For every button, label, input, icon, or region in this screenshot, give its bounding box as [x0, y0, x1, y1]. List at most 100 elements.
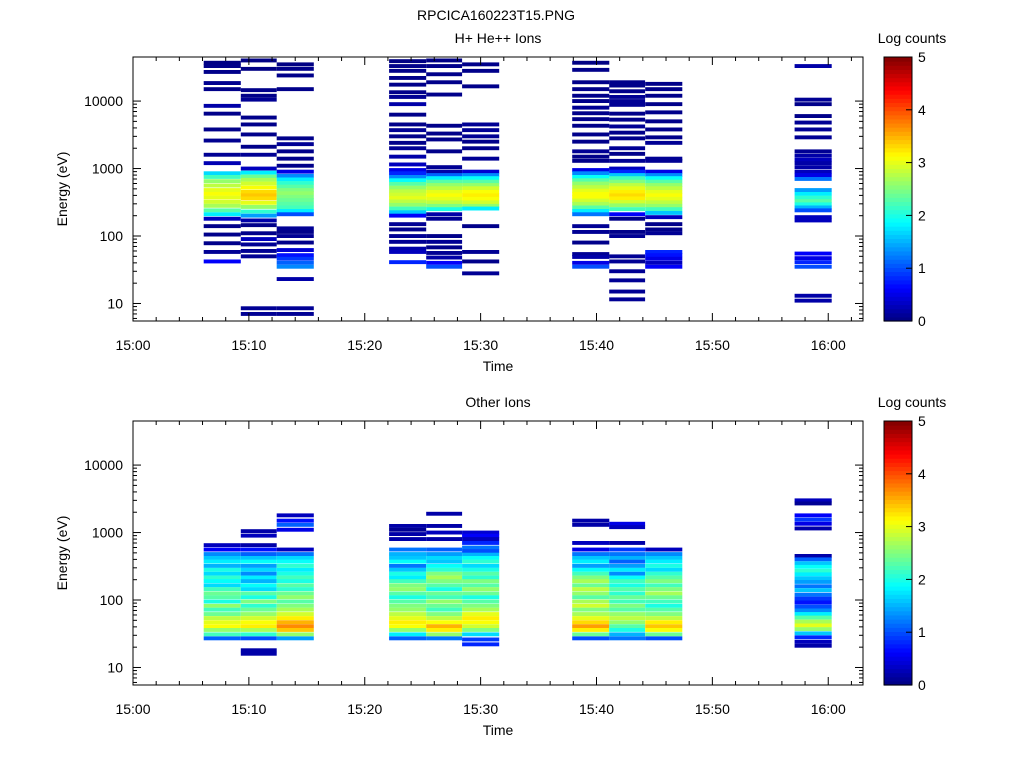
colorbar-segment [884, 94, 912, 99]
heatmap-cell [572, 117, 610, 122]
heatmap-cell [240, 575, 277, 580]
colorbar-segment [884, 561, 912, 566]
heatmap-cell [609, 591, 646, 596]
heatmap-cell [276, 556, 314, 560]
heatmap-cell [203, 200, 241, 204]
heatmap-cell [609, 83, 646, 88]
heatmap-cell [203, 212, 241, 217]
colorbar-segment [884, 234, 912, 240]
heatmap-cell [276, 73, 314, 78]
heatmap-cell [645, 256, 683, 261]
heatmap-cell [426, 123, 463, 128]
heatmap-cell [240, 587, 277, 592]
heatmap-cell [203, 603, 241, 608]
colorbar-segment [884, 275, 912, 281]
heatmap-cell [426, 131, 463, 136]
colorbar-segment [884, 259, 912, 264]
heatmap-cell [645, 135, 683, 140]
heatmap-cell [240, 591, 277, 596]
heatmap-cell [572, 139, 610, 144]
heatmap-cell [426, 552, 463, 556]
heatmap-cell [572, 591, 610, 596]
heatmap-cell [462, 173, 500, 177]
heatmap-cell [462, 271, 500, 276]
heatmap-cell [203, 179, 241, 184]
heatmap-cell [426, 196, 463, 201]
colorbar-segment [884, 544, 912, 550]
heatmap-cell [794, 218, 832, 223]
heatmap-cell [426, 234, 463, 238]
heatmap-cell [645, 179, 683, 184]
heatmap-cell [276, 264, 314, 269]
heatmap-cell [572, 556, 610, 560]
colorbar-segment [884, 631, 912, 637]
heatmap-cell [203, 183, 241, 188]
heatmap-cell [609, 146, 646, 151]
heatmap-cell [462, 84, 500, 89]
colorbar-segment [884, 106, 912, 112]
heatmap-cell [794, 149, 832, 154]
heatmap-cell [426, 72, 463, 77]
heatmap-cell [240, 579, 277, 584]
colorbar-segment [884, 668, 912, 674]
heatmap-cell [609, 169, 646, 174]
heatmap-cell [389, 68, 427, 73]
y-tick-label: 1000 [92, 525, 123, 541]
x-tick-label: 15:30 [463, 701, 498, 717]
y-tick-label: 10000 [84, 93, 123, 109]
heatmap-cell [276, 575, 314, 580]
heatmap-cell [462, 559, 500, 564]
heatmap-cell [572, 264, 610, 269]
heatmap-cell [462, 200, 500, 205]
colorbar-frame [883, 56, 913, 322]
heatmap-cell [389, 210, 427, 215]
heatmap-cell [389, 591, 427, 596]
heatmap-cell [572, 212, 610, 217]
heatmap-cell [426, 559, 463, 564]
heatmap-cell [794, 298, 832, 303]
colorbar-segment [884, 577, 912, 583]
heatmap-cell [276, 194, 314, 199]
heatmap-cell [462, 122, 500, 127]
colorbar-segment [884, 296, 912, 301]
heatmap-cell [609, 179, 646, 184]
colorbar-segment [884, 606, 912, 612]
heatmap-cell [203, 259, 241, 264]
colorbar-segment [884, 222, 912, 227]
heatmap-cell [645, 169, 683, 174]
heatmap-cell [609, 556, 646, 560]
heatmap-cell [572, 178, 610, 183]
colorbar-segment [884, 429, 912, 434]
colorbar-segment [884, 466, 912, 472]
heatmap-cell [645, 215, 683, 220]
heatmap-cell [645, 260, 683, 265]
colorbar-segment [884, 425, 912, 430]
heatmap-cell [389, 234, 427, 238]
colorbar-segment [884, 586, 912, 591]
heatmap-cell [462, 193, 500, 198]
heatmap-cell [276, 599, 314, 604]
heatmap-cell [572, 188, 610, 193]
heatmap-cell [426, 212, 463, 217]
heatmap-cell [203, 208, 241, 213]
colorbar-segment [884, 168, 912, 174]
colorbar-segment [884, 594, 912, 599]
heatmap-cell [240, 200, 277, 205]
colorbar-segment [884, 271, 912, 277]
heatmap-cell [426, 193, 463, 198]
colorbar-segment [884, 164, 912, 169]
heatmap-cell [240, 636, 277, 641]
heatmap-cell [426, 200, 463, 205]
x-tick-label: 15:20 [347, 701, 382, 717]
heatmap-cell [426, 207, 463, 212]
heatmap-cell [389, 189, 427, 194]
heatmap-cells [203, 58, 832, 316]
heatmap-cell [276, 169, 314, 174]
heatmap-cell [240, 88, 277, 93]
heatmap-cell [240, 595, 277, 600]
heatmap-cell [609, 183, 646, 187]
colorbar-segment [884, 316, 912, 322]
heatmap-cell [240, 193, 277, 198]
heatmap-cell [462, 567, 500, 572]
